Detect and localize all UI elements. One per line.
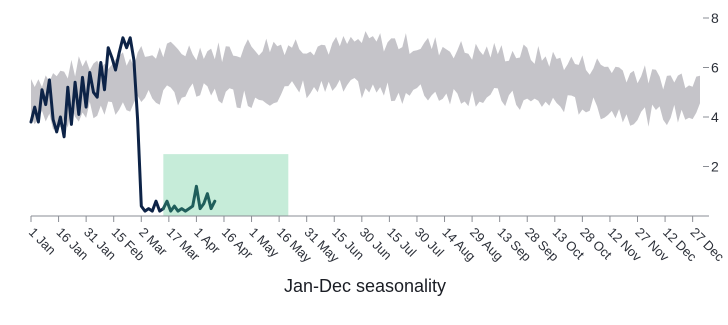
seasonal-range-band [31,31,700,130]
seasonal-range-band-layer [31,31,700,130]
y-tick-label-4: 4 [711,109,719,125]
x-tick-label-211: 30 Jul [412,225,447,260]
series-line-layer [29,36,217,213]
y-tick-label-2: 2 [711,159,719,175]
highlight-region [163,154,289,216]
y-tick-label-6: 6 [711,60,719,76]
y-axis: 2 4 6 8 [703,10,719,175]
x-axis-label: Jan-Dec seasonality [284,276,446,296]
series-line-1 [29,36,165,213]
x-tick-label-1: 1 Jan [26,225,59,258]
y-tick-label-8: 8 [711,10,719,26]
highlight-region-layer [163,154,289,216]
series-line-2 [161,184,217,213]
